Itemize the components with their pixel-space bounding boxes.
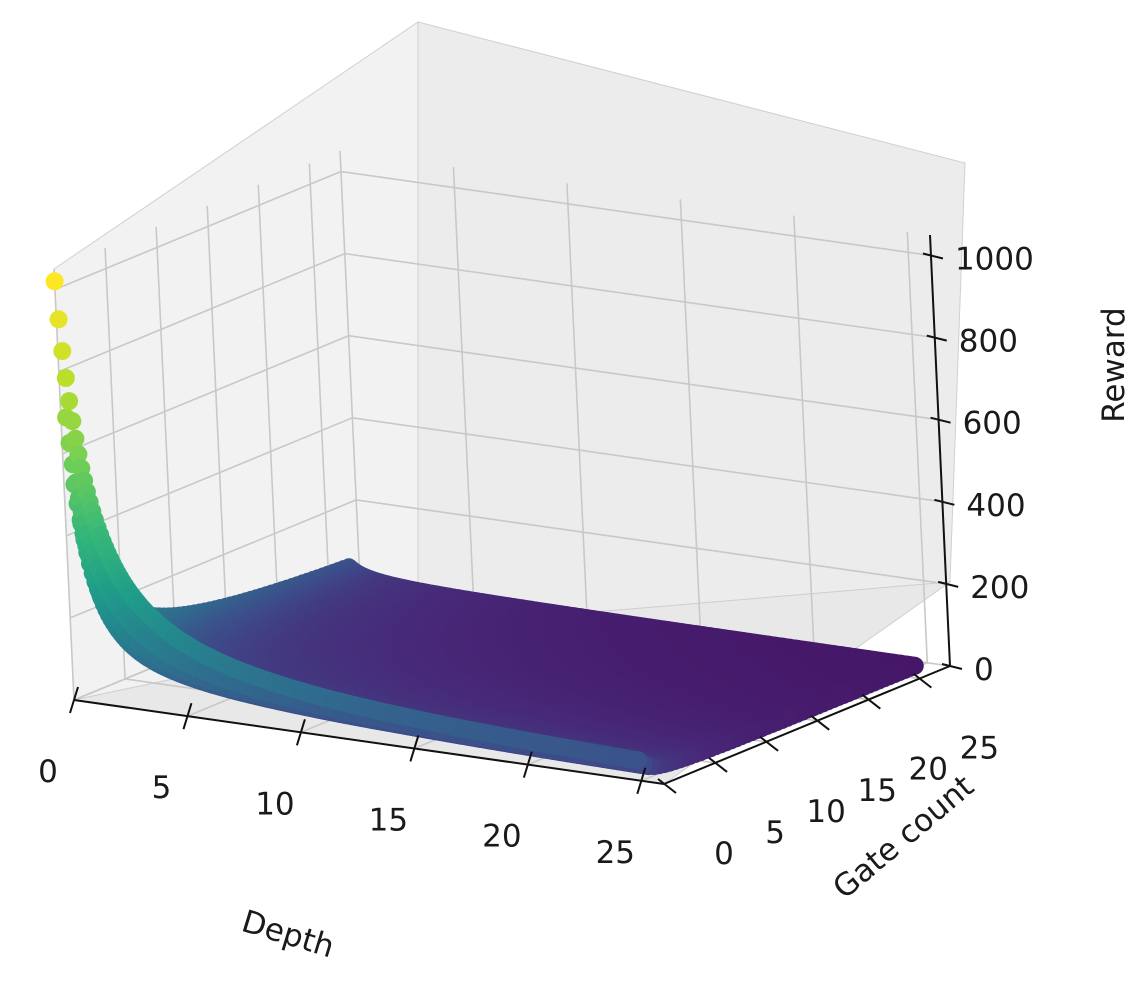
grid-line-back-reward <box>356 499 947 585</box>
grid-line-left-gate <box>53 268 75 701</box>
grid-line-back-reward <box>352 417 943 503</box>
grid-line-left-reward <box>54 170 342 291</box>
grid-line-back-depth <box>793 215 815 647</box>
grid-line-left-gate <box>206 205 229 637</box>
grid-line-back-reward <box>348 334 939 421</box>
scatter-points <box>45 272 924 776</box>
pane-back <box>417 21 966 628</box>
grid-line-back-depth <box>906 231 929 663</box>
grid-line-left-reward <box>62 334 349 455</box>
grid-line-back-depth <box>339 150 361 583</box>
grid-line-back-depth <box>566 183 588 615</box>
grid-line-left-reward <box>66 417 353 537</box>
grid-line-left-gate <box>155 226 177 658</box>
grid-line-back-depth <box>452 167 475 599</box>
grid-line-back-reward <box>344 252 935 339</box>
grid-line-back-depth <box>679 199 702 631</box>
grid-line-left-gate <box>257 184 280 616</box>
grid-line-back-reward <box>340 170 932 257</box>
grid-line-left-reward <box>58 252 346 373</box>
grid-line-left-gate <box>308 163 331 595</box>
